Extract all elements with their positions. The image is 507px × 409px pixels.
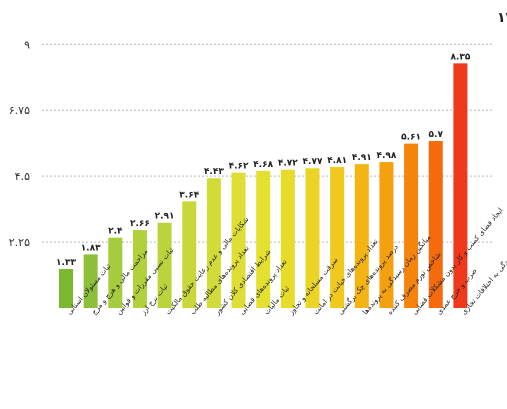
bar [182, 201, 197, 308]
bar-value-label: ۴.۷۲ [278, 159, 298, 169]
bar-value-label: ۱.۳۳ [56, 258, 76, 268]
bar-value-label: ۵.۶۱ [401, 133, 421, 143]
bar [404, 143, 419, 308]
bar-value-label: ۴.۶۲ [229, 162, 249, 172]
bar-value-label: ۳.۶۴ [179, 190, 199, 200]
bar [453, 63, 468, 308]
y-tick-label: ۹ [24, 38, 30, 51]
bar [256, 170, 271, 308]
bar [132, 230, 147, 308]
y-tick-label: ۶.۷۵ [9, 104, 30, 117]
bar [206, 178, 221, 308]
bar-value-label: ۲.۹۱ [155, 212, 175, 222]
bar-value-label: ۴.۶۸ [253, 160, 273, 170]
bar [157, 222, 172, 308]
bar [354, 164, 369, 308]
bar-value-label: ۱.۸۳ [81, 243, 101, 253]
bar-value-label: ۸.۳۵ [450, 52, 470, 62]
bar-value-label: ۴.۹۱ [352, 153, 372, 163]
bar [428, 140, 443, 308]
chart-title: مقایسه مؤلفه‌های آماری شاخص امنیت سرمایه… [497, 8, 507, 26]
bar-value-label: ۲.۶۶ [130, 219, 150, 229]
bar-value-label: ۲.۴ [108, 227, 123, 237]
bar-value-label: ۵.۷ [429, 130, 444, 140]
bar [59, 269, 73, 308]
bar [83, 254, 98, 308]
bar [305, 168, 320, 308]
bar [330, 167, 345, 308]
y-tick-label: ۲.۲۵ [9, 236, 30, 249]
bar-value-label: ۴.۷۷ [303, 157, 323, 167]
bar-value-label: ۴.۸۱ [327, 156, 347, 166]
bar [379, 162, 394, 308]
data-labels: ۱.۳۳ ۱.۸۳ ۲.۴ ۲.۶۶ ۲.۹۱ ۳.۶۴ ۴.۴۳ ۴.۶۲ ۴.۶۸ ۴.۷۲ ۴… [56, 52, 471, 268]
y-axis-ticks: ۲.۲۵ ۴.۵ ۶.۷۵ ۹ [9, 38, 30, 249]
y-tick-label: ۴.۵ [15, 170, 30, 183]
bar-value-label: ۴.۴۳ [204, 167, 224, 177]
bar [108, 237, 123, 308]
bar [280, 169, 295, 308]
bar-value-label: ۴.۹۸ [376, 151, 396, 161]
bars [59, 63, 468, 308]
bar [231, 172, 246, 308]
